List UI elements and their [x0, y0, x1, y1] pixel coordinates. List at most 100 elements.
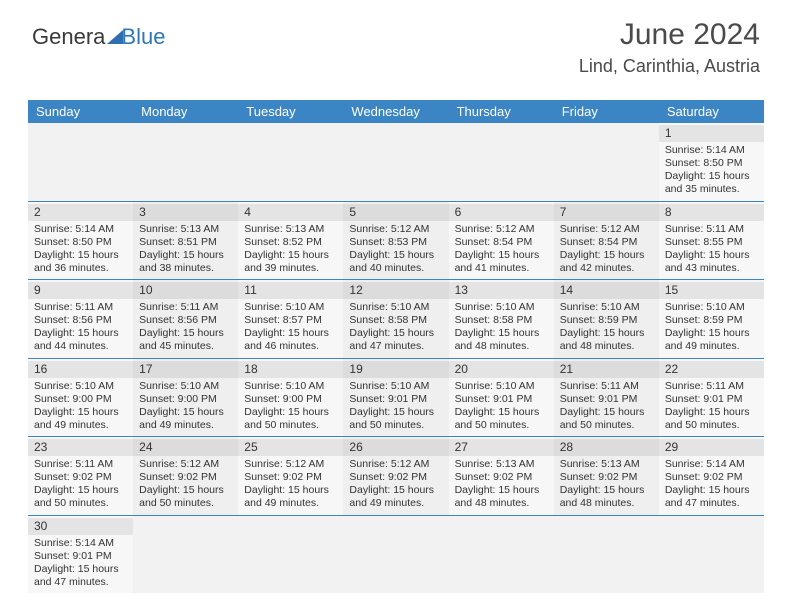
day-info-line: Daylight: 15 hours [244, 484, 337, 497]
day-info-line: Sunrise: 5:10 AM [349, 301, 442, 314]
day-info-line: Sunset: 8:53 PM [349, 236, 442, 249]
day-info-line: and 39 minutes. [244, 262, 337, 275]
day-info-line: Sunrise: 5:11 AM [34, 458, 127, 471]
day-info-line: Daylight: 15 hours [139, 484, 232, 497]
day-info-line: Sunset: 9:02 PM [244, 471, 337, 484]
day-cell: 21Sunrise: 5:11 AMSunset: 9:01 PMDayligh… [554, 359, 659, 437]
day-cell: 20Sunrise: 5:10 AMSunset: 9:01 PMDayligh… [449, 359, 554, 437]
day-info-line: Sunset: 9:01 PM [665, 393, 758, 406]
day-cell: 11Sunrise: 5:10 AMSunset: 8:57 PMDayligh… [238, 280, 343, 358]
day-number: 9 [28, 282, 133, 299]
day-info-line: and 47 minutes. [349, 340, 442, 353]
day-info-line: and 49 minutes. [349, 497, 442, 510]
day-number: 24 [133, 439, 238, 456]
day-info-line: Daylight: 15 hours [560, 484, 653, 497]
day-cell [238, 516, 343, 594]
day-cell [28, 123, 133, 201]
day-cell: 12Sunrise: 5:10 AMSunset: 8:58 PMDayligh… [343, 280, 448, 358]
day-info-line: Sunset: 8:52 PM [244, 236, 337, 249]
day-number: 26 [343, 439, 448, 456]
day-cell: 22Sunrise: 5:11 AMSunset: 9:01 PMDayligh… [659, 359, 764, 437]
day-info-line: and 44 minutes. [34, 340, 127, 353]
day-info-line: Daylight: 15 hours [455, 406, 548, 419]
day-number: 25 [238, 439, 343, 456]
day-info-line: and 45 minutes. [139, 340, 232, 353]
day-number: 8 [659, 204, 764, 221]
day-info-line: Daylight: 15 hours [665, 484, 758, 497]
day-cell: 25Sunrise: 5:12 AMSunset: 9:02 PMDayligh… [238, 437, 343, 515]
day-info-line: Sunset: 8:58 PM [455, 314, 548, 327]
day-info-line: and 43 minutes. [665, 262, 758, 275]
day-info-line: Daylight: 15 hours [349, 327, 442, 340]
day-info-line: Daylight: 15 hours [34, 249, 127, 262]
day-info-line: Sunset: 9:02 PM [560, 471, 653, 484]
day-info-line: and 48 minutes. [455, 497, 548, 510]
day-info-line: Daylight: 15 hours [349, 484, 442, 497]
day-info-line: Daylight: 15 hours [244, 249, 337, 262]
day-info-line: Sunset: 9:01 PM [560, 393, 653, 406]
day-cell: 9 Sunrise: 5:11 AMSunset: 8:56 PMDaylight… [28, 280, 133, 358]
day-cell [554, 516, 659, 594]
day-number: 30 [28, 518, 133, 535]
day-info-line: Daylight: 15 hours [349, 249, 442, 262]
day-info-line: Sunset: 8:50 PM [665, 157, 758, 170]
day-info-line: Daylight: 15 hours [560, 249, 653, 262]
day-cell: 23Sunrise: 5:11 AMSunset: 9:02 PMDayligh… [28, 437, 133, 515]
day-info-line: and 49 minutes. [244, 497, 337, 510]
day-info-line: Sunset: 8:56 PM [34, 314, 127, 327]
day-info-line: Sunrise: 5:11 AM [34, 301, 127, 314]
day-info-line: and 50 minutes. [34, 497, 127, 510]
day-number: 17 [133, 361, 238, 378]
day-info-line: Sunrise: 5:14 AM [34, 223, 127, 236]
day-cell [343, 516, 448, 594]
day-cell [659, 516, 764, 594]
day-info-line: and 49 minutes. [34, 419, 127, 432]
day-info-line: Daylight: 15 hours [455, 327, 548, 340]
brand-text-2: Blue [121, 24, 165, 50]
day-info-line: Sunset: 8:54 PM [455, 236, 548, 249]
day-cell: 30Sunrise: 5:14 AMSunset: 9:01 PMDayligh… [28, 516, 133, 594]
day-info-line: Sunset: 8:51 PM [139, 236, 232, 249]
day-cell: 26Sunrise: 5:12 AMSunset: 9:02 PMDayligh… [343, 437, 448, 515]
day-info-line: Sunset: 9:00 PM [34, 393, 127, 406]
day-number: 22 [659, 361, 764, 378]
day-cell: 17Sunrise: 5:10 AMSunset: 9:00 PMDayligh… [133, 359, 238, 437]
day-info-line: and 41 minutes. [455, 262, 548, 275]
day-info-line: and 48 minutes. [560, 340, 653, 353]
day-number: 10 [133, 282, 238, 299]
day-info-line: and 47 minutes. [34, 576, 127, 589]
day-info-line: Sunset: 8:59 PM [560, 314, 653, 327]
day-cell: 4Sunrise: 5:13 AMSunset: 8:52 PMDaylight… [238, 202, 343, 280]
day-cell: 16Sunrise: 5:10 AMSunset: 9:00 PMDayligh… [28, 359, 133, 437]
day-info-line: Sunset: 9:01 PM [455, 393, 548, 406]
day-number: 13 [449, 282, 554, 299]
day-info-line: Sunset: 9:00 PM [244, 393, 337, 406]
day-header: Friday [554, 100, 659, 123]
day-info-line: Daylight: 15 hours [139, 249, 232, 262]
day-info-line: Sunrise: 5:10 AM [349, 380, 442, 393]
day-info-line: Daylight: 15 hours [34, 563, 127, 576]
day-info-line: Sunrise: 5:14 AM [665, 458, 758, 471]
day-info-line: Daylight: 15 hours [665, 327, 758, 340]
day-cell: 3Sunrise: 5:13 AMSunset: 8:51 PMDaylight… [133, 202, 238, 280]
day-info-line: Sunset: 9:00 PM [139, 393, 232, 406]
day-info-line: and 50 minutes. [665, 419, 758, 432]
day-info-line: Sunrise: 5:13 AM [244, 223, 337, 236]
day-info-line: Sunrise: 5:10 AM [455, 301, 548, 314]
day-number: 20 [449, 361, 554, 378]
day-cell: 13 Sunrise: 5:10 AMSunset: 8:58 PMDayligh… [449, 280, 554, 358]
day-info-line: Daylight: 15 hours [34, 327, 127, 340]
day-cell: 19Sunrise: 5:10 AMSunset: 9:01 PMDayligh… [343, 359, 448, 437]
day-info-line: Sunrise: 5:14 AM [665, 144, 758, 157]
day-info-line: Sunrise: 5:10 AM [34, 380, 127, 393]
day-info-line: Sunrise: 5:11 AM [139, 301, 232, 314]
day-info-line: and 42 minutes. [560, 262, 653, 275]
day-info-line: Sunset: 9:02 PM [139, 471, 232, 484]
day-info-line: Sunset: 9:01 PM [349, 393, 442, 406]
day-cell: 5Sunrise: 5:12 AMSunset: 8:53 PMDaylight… [343, 202, 448, 280]
day-cell: 18Sunrise: 5:10 AMSunset: 9:00 PMDayligh… [238, 359, 343, 437]
day-number: 2 [28, 204, 133, 221]
day-info-line: Sunrise: 5:11 AM [665, 223, 758, 236]
day-number: 18 [238, 361, 343, 378]
day-info-line: Sunset: 8:54 PM [560, 236, 653, 249]
